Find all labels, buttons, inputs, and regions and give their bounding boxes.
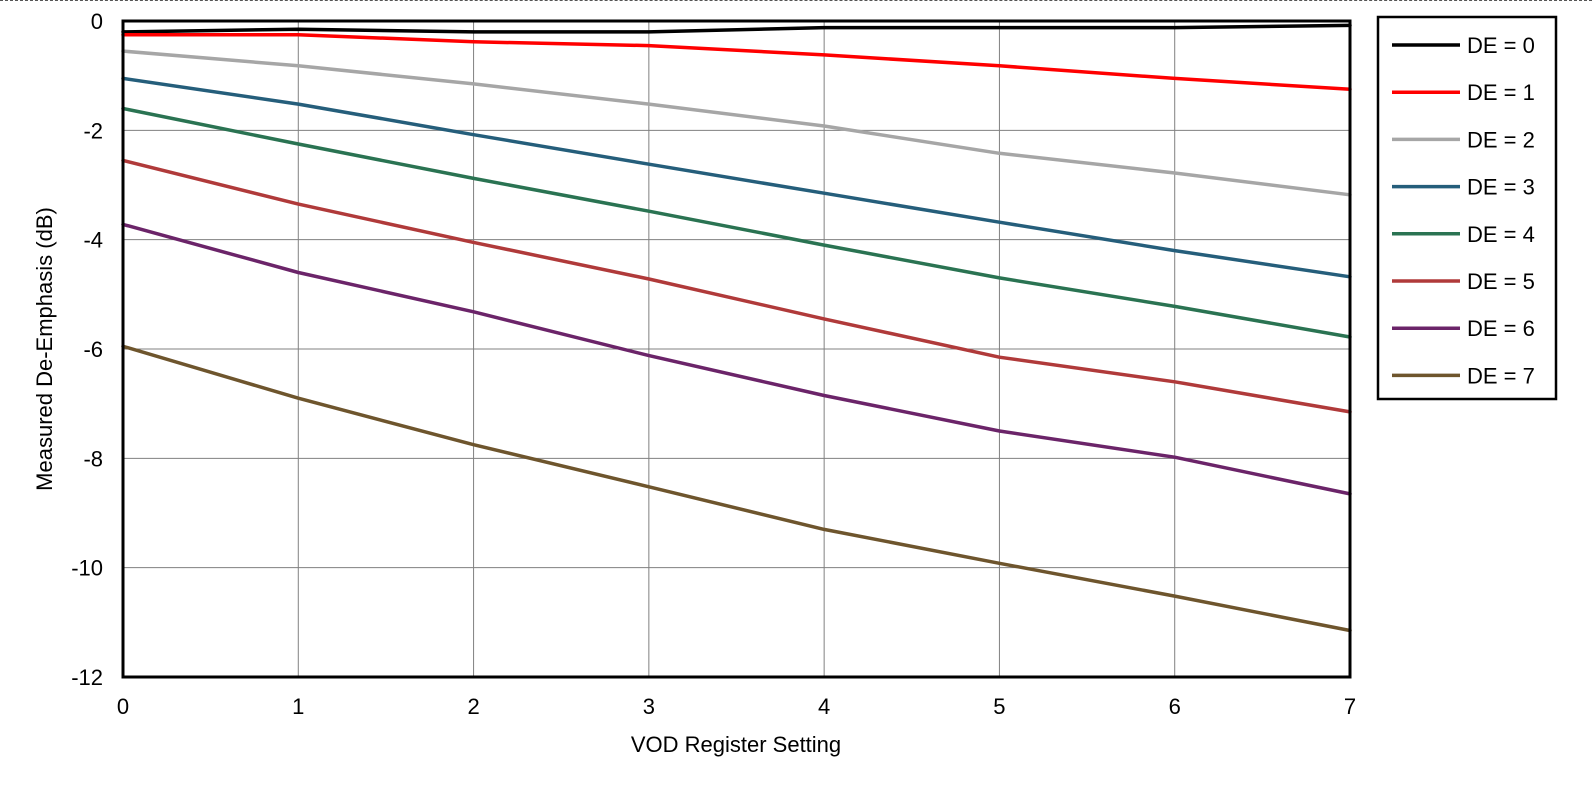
y-tick-label: -2: [83, 118, 103, 143]
legend-label-de-5: DE = 5: [1467, 269, 1535, 294]
grid-lines: [122, 20, 1351, 678]
x-tick-label: 5: [993, 694, 1005, 719]
series-line-de-2: [121, 49, 1352, 197]
x-tick-label: 4: [818, 694, 830, 719]
plot-area-frame: [121, 19, 1352, 679]
page-top-border: [0, 0, 1592, 1]
x-tick-label: 2: [467, 694, 479, 719]
y-axis-ticks: 0 -2 -4 -6 -8 -10 -12: [71, 9, 103, 690]
legend-label-de-3: DE = 3: [1467, 175, 1535, 200]
series-line-de-7: [121, 344, 1352, 633]
series-line-de-1: [121, 32, 1352, 92]
series-line-de-3: [121, 76, 1352, 279]
y-tick-label: -6: [83, 337, 103, 362]
legend-label-de-6: DE = 6: [1467, 316, 1535, 341]
x-tick-label: 7: [1344, 694, 1356, 719]
y-tick-label: -12: [71, 665, 103, 690]
series-line-de-5: [121, 158, 1352, 414]
y-tick-label: -8: [83, 446, 103, 471]
y-tick-label: 0: [91, 9, 103, 34]
legend-label-de-0: DE = 0: [1467, 33, 1535, 58]
y-tick-label: -10: [71, 556, 103, 581]
series-line-de-4: [121, 106, 1352, 339]
x-tick-label: 0: [117, 694, 129, 719]
x-tick-label: 6: [1169, 694, 1181, 719]
legend-label-de-4: DE = 4: [1467, 222, 1535, 247]
legend-label-de-7: DE = 7: [1467, 363, 1535, 388]
x-tick-label: 1: [292, 694, 304, 719]
x-tick-label: 3: [643, 694, 655, 719]
legend-label-de-2: DE = 2: [1467, 127, 1535, 152]
legend-label-de-1: DE = 1: [1467, 80, 1535, 105]
x-axis-ticks: 0 1 2 3 4 5 6 7: [117, 694, 1356, 719]
y-axis-title: Measured De-Emphasis (dB): [32, 207, 57, 491]
series-lines: [121, 23, 1352, 633]
x-axis-title: VOD Register Setting: [631, 732, 841, 757]
series-line-de-6: [121, 222, 1352, 496]
legend-box: [1376, 15, 1558, 401]
y-tick-label: -4: [83, 228, 103, 253]
legend: DE = 0 DE = 1 DE = 2 DE = 3 DE = 4 DE = 5 DE =…: [1376, 15, 1558, 401]
series-line-de-0: [121, 23, 1352, 34]
